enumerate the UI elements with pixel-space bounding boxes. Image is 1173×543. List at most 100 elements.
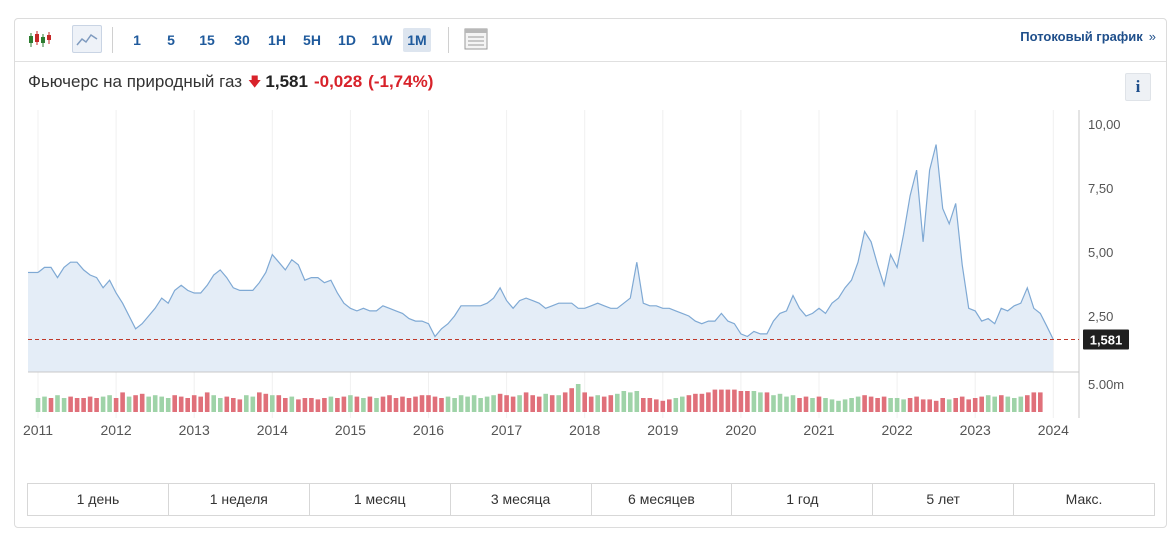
range-5-years[interactable]: 5 лет [873,484,1015,515]
volume-bar [237,399,243,412]
timeframe-1m[interactable]: 1M [403,28,431,52]
range-1-year[interactable]: 1 год [732,484,874,515]
volume-bar [263,393,269,412]
volume-bar [719,389,724,412]
x-tick-label: 2015 [335,422,366,438]
timeframe-1[interactable]: 1 [133,32,141,48]
volume-bar [367,396,373,412]
volume-bar [927,399,932,412]
info-button[interactable]: i [1125,73,1151,101]
volume-scale-label: 5.00m [1088,377,1124,392]
volume-bar [42,396,47,412]
volume-bar [322,398,327,412]
timeframe-1d[interactable]: 1D [338,32,356,48]
volume-bar [660,400,666,412]
volume-bar [374,398,379,412]
volume-bar [198,396,203,412]
streaming-chart-label: Потоковый график [1020,29,1143,44]
last-price: 1,581 [265,72,308,91]
x-tick-label: 2018 [569,422,600,438]
x-tick-label: 2017 [491,422,522,438]
x-tick-label: 2020 [725,422,756,438]
range-max[interactable]: Макс. [1065,491,1103,507]
last-price-label-bg [1083,329,1129,350]
volume-bar [309,398,314,412]
timeframe-5h[interactable]: 5H [303,32,321,48]
volume-bar [283,398,288,412]
volume-bar [185,398,190,412]
range-1-day[interactable]: 1 день [28,484,169,515]
timeframe-30[interactable]: 30 [234,32,250,48]
x-tick-label: 2023 [960,422,991,438]
volume-bar [387,395,392,412]
timeframe-1w[interactable]: 1W [371,32,393,48]
volume-bar [680,396,685,412]
volume-bar [816,396,822,412]
volume-bar [139,393,145,412]
x-tick-label: 2012 [101,422,132,438]
volume-bar [979,396,984,412]
range-3-months[interactable]: 3 месяца [451,484,592,515]
volume-bar [784,396,789,412]
price-change: -0,028 [313,72,363,91]
volume-bar [771,395,776,412]
toolbar-separator [112,27,113,53]
volume-bar [257,392,262,412]
chart-toolbar: 1 5 15 30 1H 5H 1D 1W 1M Потоковый графи… [15,19,1166,62]
x-tick-label: 2016 [413,422,444,438]
volume-bar [829,399,835,412]
price-area [28,144,1054,372]
volume-bar [61,398,67,412]
volume-bar [152,395,158,412]
volume-bar [244,395,249,412]
price-line [37,144,1054,340]
volume-bar [888,398,893,412]
volume-bar [270,395,275,412]
volume-bar [712,389,718,412]
volume-bar [562,392,568,412]
x-tick-label: 2011 [23,422,53,438]
volume-bar [478,398,483,412]
volume-bar [380,396,386,412]
range-1-week[interactable]: 1 неделя [169,484,310,515]
volume-bar [751,391,757,412]
volume-bar [634,391,640,412]
volume-bar [582,392,587,412]
volume-bar [204,392,210,412]
volume-bar [966,399,971,412]
volume-bar [218,398,223,412]
range-6-months[interactable]: 6 месяцев [592,484,733,515]
volume-bar [231,398,236,412]
volume-bar [569,388,574,412]
volume-bar [289,396,295,412]
volume-bar [439,398,444,412]
timeframe-5[interactable]: 5 [167,32,175,48]
volume-bar [972,398,978,412]
line-chart-icon[interactable] [72,25,102,53]
volume-bar [673,398,679,412]
volume-bar [178,396,184,412]
volume-bar [510,396,516,412]
x-tick-label: 2019 [647,422,678,438]
volume-bar [764,392,770,412]
range-1-month[interactable]: 1 месяц [310,484,451,515]
volume-bar [745,391,750,412]
candlestick-chart-icon[interactable] [25,25,55,53]
volume-bar [341,396,347,412]
volume-bar [68,396,73,412]
x-tick-label: 2014 [257,422,288,438]
table-view-icon[interactable] [461,25,491,53]
volume-bar [523,392,529,412]
timeframe-15[interactable]: 15 [199,32,215,48]
volume-bar [354,396,360,412]
streaming-chart-link[interactable]: Потоковый график » [1020,29,1156,44]
volume-bar [1012,398,1017,412]
volume-bar [1005,396,1011,412]
volume-bar [94,398,99,412]
volume-bar [621,391,627,412]
volume-bar [328,396,334,412]
volume-bar [191,395,197,412]
volume-bar [120,392,125,412]
chart-widget-frame [14,18,1167,528]
timeframe-1h[interactable]: 1H [268,32,286,48]
